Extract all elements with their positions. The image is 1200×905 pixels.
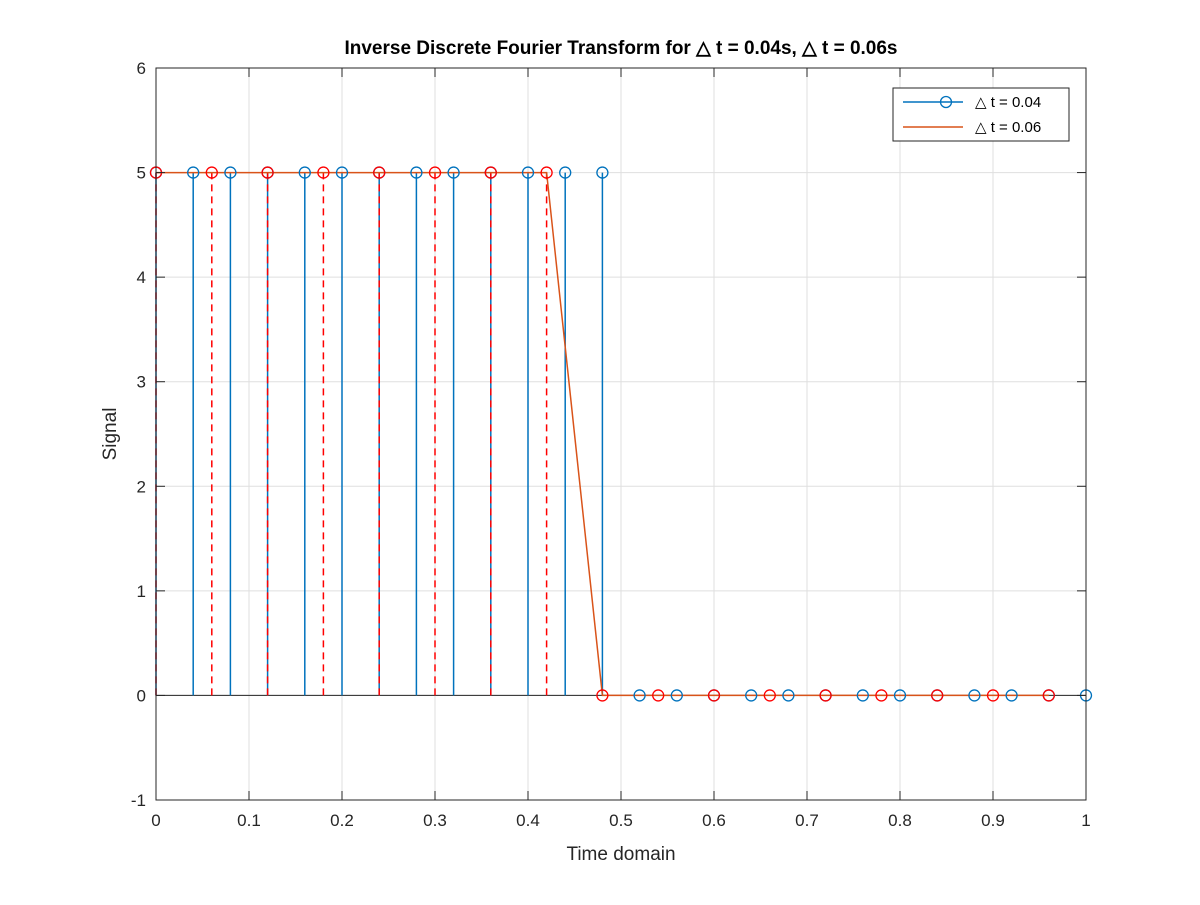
marker-dashed xyxy=(707,689,721,702)
marker-dashed xyxy=(428,166,442,179)
y-tick-label: 4 xyxy=(137,268,146,287)
marker-dashed xyxy=(373,166,386,179)
x-tick-label: 0 xyxy=(151,811,160,830)
marker-dashed xyxy=(875,689,888,702)
marker-dt004 xyxy=(782,689,795,702)
marker-dashed xyxy=(652,689,665,702)
marker-dt004 xyxy=(559,166,572,179)
marker-dt004 xyxy=(968,689,981,702)
y-tick-label: 3 xyxy=(137,373,146,392)
y-tick-label: 2 xyxy=(137,477,146,496)
marker-dashed xyxy=(1042,689,1055,702)
marker-dt004 xyxy=(670,689,683,702)
marker-dt004 xyxy=(745,689,758,702)
x-tick-label: 0.2 xyxy=(330,811,354,830)
x-tick-label: 0.8 xyxy=(888,811,912,830)
x-tick-label: 0.9 xyxy=(981,811,1005,830)
marker-dt004 xyxy=(1005,689,1018,702)
marker-dashed xyxy=(484,166,497,179)
legend-entry-0: △ t = 0.04 xyxy=(975,94,1041,111)
marker-dashed xyxy=(540,166,553,179)
marker-dt004 xyxy=(633,689,646,702)
marker-dashed xyxy=(819,689,832,702)
x-tick-label: 1 xyxy=(1081,811,1090,830)
marker-dt004 xyxy=(447,166,460,179)
series-layer xyxy=(149,166,1093,702)
marker-dashed xyxy=(763,689,776,702)
tick-labels: 0 0.1 0.2 0.3 0.4 0.5 0.6 0.7 0.8 0.9 1 -1 0 1 2 3 4 5 6 xyxy=(131,59,1091,830)
y-tick-label: -1 xyxy=(131,791,146,810)
marker-dashed xyxy=(205,166,218,179)
legend-swatch-marker-0 xyxy=(939,95,953,109)
line-dt006 xyxy=(156,171,1049,697)
legend-entry-1: △ t = 0.06 xyxy=(975,119,1041,136)
x-tick-label: 0.5 xyxy=(609,811,633,830)
y-tick-label: 6 xyxy=(137,59,146,78)
chart-title: Inverse Discrete Fourier Transform for △… xyxy=(344,38,897,59)
marker-dt004 xyxy=(856,689,869,702)
marker-dashed xyxy=(986,689,1000,702)
y-tick-label: 0 xyxy=(137,686,146,705)
x-tick-label: 0.3 xyxy=(423,811,447,830)
marker-dt004 xyxy=(596,166,609,179)
x-axis-label: Time domain xyxy=(566,844,675,865)
marker-dt004 xyxy=(521,166,535,179)
marker-dt004 xyxy=(298,166,311,179)
legend-box xyxy=(892,87,1070,142)
y-axis-label: Signal xyxy=(100,408,121,461)
x-tick-label: 0.7 xyxy=(795,811,819,830)
marker-dt004 xyxy=(187,166,200,179)
marker-dashed xyxy=(596,689,609,702)
marker-dashed xyxy=(931,689,944,702)
x-tick-label: 0.4 xyxy=(516,811,540,830)
marker-dashed xyxy=(317,166,330,179)
marker-dt004 xyxy=(224,166,237,179)
y-tick-label: 1 xyxy=(137,582,146,601)
ticks xyxy=(155,67,1087,801)
marker-dt004 xyxy=(893,689,907,702)
marker-dt004 xyxy=(335,166,349,179)
marker-dt004 xyxy=(410,166,423,179)
marker-dashed xyxy=(261,166,274,179)
y-tick-label: 5 xyxy=(137,164,146,183)
x-tick-label: 0.6 xyxy=(702,811,726,830)
legend: △ t = 0.04 △ t = 0.06 xyxy=(892,87,1070,142)
x-tick-label: 0.1 xyxy=(237,811,261,830)
